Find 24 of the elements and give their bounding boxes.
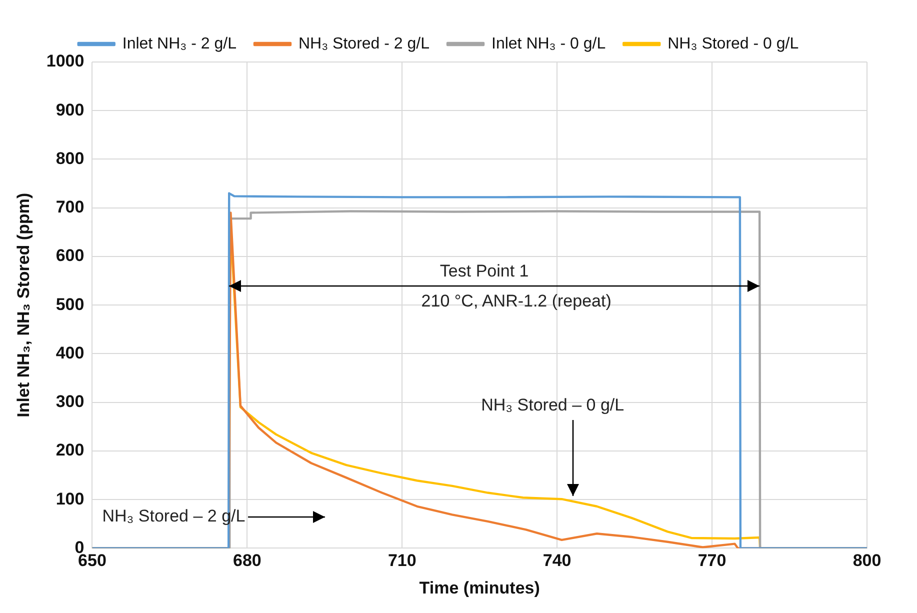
y-tick-label: 800 xyxy=(56,148,84,168)
x-tick-label: 770 xyxy=(698,551,726,570)
legend-label: NH₃ Stored - 2 g/L xyxy=(298,35,430,52)
x-tick-label: 800 xyxy=(852,551,882,570)
x-tick-label: 710 xyxy=(388,551,416,570)
x-tick-label: 680 xyxy=(232,551,262,570)
y-axis-title: Inlet NH₃, NH₃ Stored (ppm) xyxy=(14,192,33,418)
y-tick-label: 1000 xyxy=(46,52,84,71)
annotation: NH₃ Stored – 0 g/L xyxy=(481,395,624,414)
y-tick-label: 200 xyxy=(56,440,84,460)
x-axis-title: Time (minutes) xyxy=(419,578,540,598)
legend-label: Inlet NH₃ - 2 g/L xyxy=(122,35,237,52)
y-tick-label: 300 xyxy=(56,392,84,412)
y-tick-label: 600 xyxy=(56,246,84,266)
y-tick-label: 500 xyxy=(56,294,84,314)
y-tick-label: 900 xyxy=(56,100,84,120)
legend-label: NH₃ Stored - 0 g/L xyxy=(668,35,799,52)
y-tick-label: 100 xyxy=(56,489,84,508)
x-tick-label: 740 xyxy=(542,551,572,570)
annotation: Test Point 1 xyxy=(440,261,529,280)
y-tick-label: 400 xyxy=(56,343,84,362)
annotation: 210 °C, ANR-1.2 (repeat) xyxy=(421,291,612,310)
y-tick-label: 700 xyxy=(56,198,84,217)
legend-label: Inlet NH₃ - 0 g/L xyxy=(492,35,606,52)
